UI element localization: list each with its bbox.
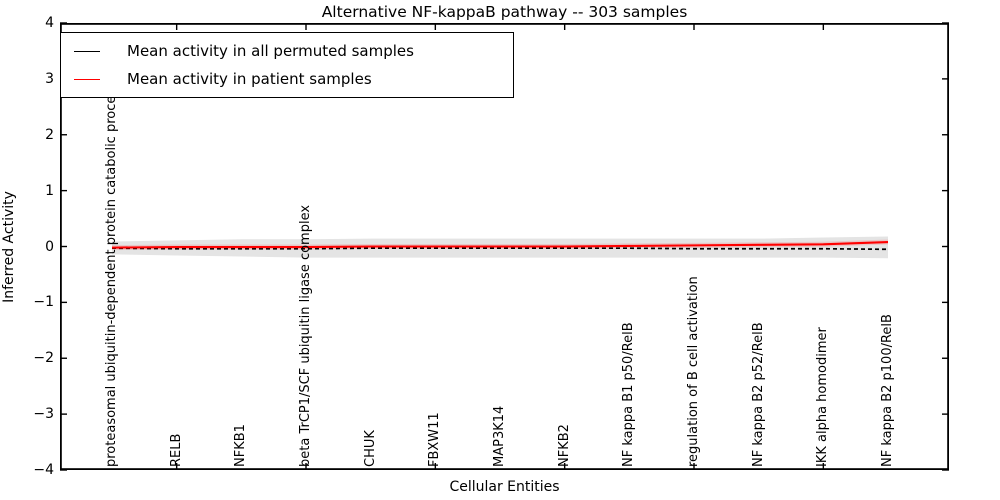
y-tick-label: −2	[33, 350, 54, 367]
x-tick-label: RELB	[168, 433, 184, 467]
y-tick-label: 3	[45, 70, 54, 87]
y-tick-label: 1	[45, 182, 54, 199]
series-line	[111, 247, 889, 251]
x-tick-label: NFKB1	[233, 424, 249, 467]
x-tick-label: beta TrCP1/SCF ubiquitin ligase complex	[298, 204, 313, 467]
x-tick-label: NF kappa B1 p50/RelB	[621, 322, 637, 467]
legend-label: Mean activity in all permuted samples	[127, 42, 414, 60]
legend-item-permuted: Mean activity in all permuted samples	[61, 37, 513, 65]
x-tick-label: MAP3K14	[492, 405, 507, 467]
x-tick-label: NF kappa B2 p100/RelB	[880, 314, 895, 467]
y-tick-label: −4	[33, 462, 54, 478]
y-tick-label: 0	[45, 238, 54, 255]
legend-line-sample-red	[74, 78, 100, 80]
legend-line-sample-black	[74, 50, 100, 52]
x-tick-label: proteasomal ubiquitin-dependent protein …	[104, 82, 119, 467]
x-tick-label: NFKB2	[556, 424, 572, 467]
x-tick-label: FBXW11	[427, 412, 443, 467]
y-tick-label: −3	[33, 406, 54, 423]
y-tick-label: 4	[45, 15, 54, 31]
x-tick-label: regulation of B cell activation	[686, 276, 701, 467]
x-axis-title: Cellular Entities	[449, 479, 560, 495]
legend-label: Mean activity in patient samples	[127, 70, 372, 88]
x-tick-label: IKK alpha homodimer	[815, 327, 831, 467]
y-tick-label: 2	[45, 126, 54, 143]
legend: Mean activity in all permuted samples Me…	[60, 32, 514, 98]
y-tick-label: −1	[33, 294, 54, 311]
legend-item-patient: Mean activity in patient samples	[61, 65, 513, 93]
series-line	[111, 240, 889, 249]
chart-title: Alternative NF-kappaB pathway -- 303 sam…	[321, 3, 688, 21]
band-permuted-samples-range	[112, 236, 888, 259]
x-tick-label: CHUK	[362, 430, 378, 467]
band-patient-samples-range	[112, 239, 888, 251]
x-tick-label: NF kappa B2 p52/RelB	[750, 322, 766, 467]
